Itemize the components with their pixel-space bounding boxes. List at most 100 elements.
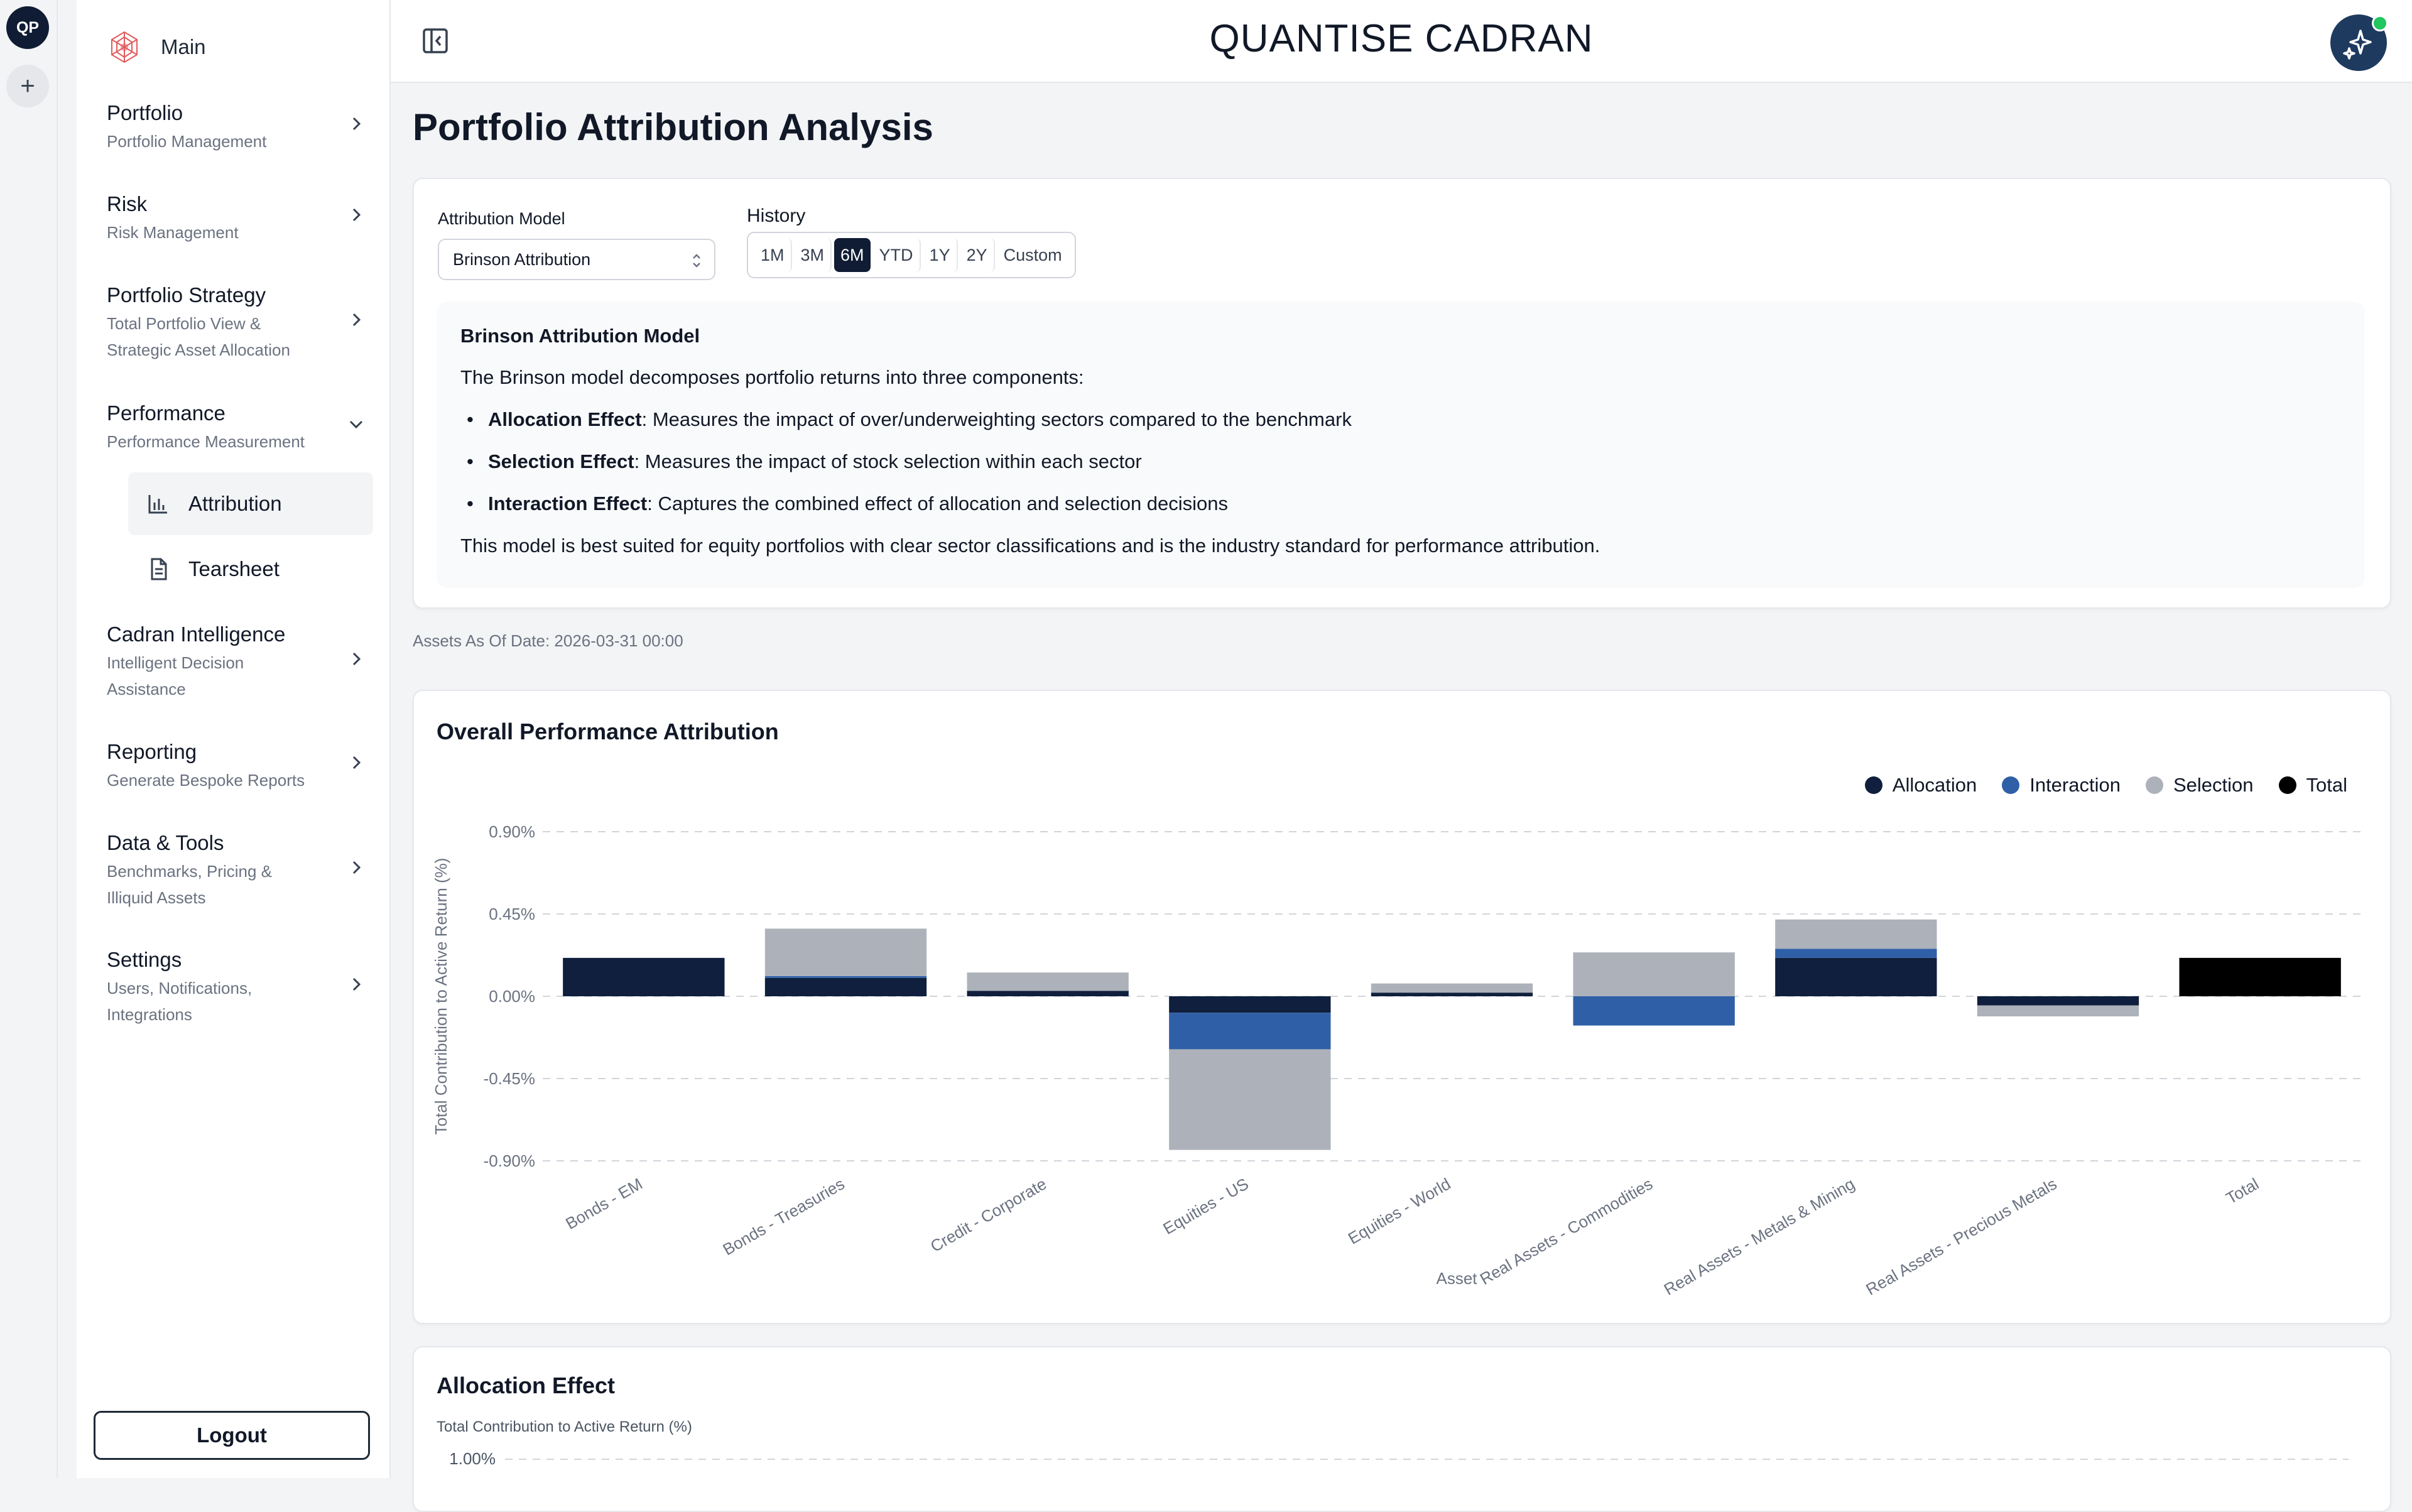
- x-tick-label: Equities - World: [1345, 1174, 1454, 1248]
- sidebar-item-portfolio-strategy[interactable]: Portfolio Strategy Total Portfolio View …: [107, 281, 366, 363]
- top-bar: QUANTISE CADRAN: [391, 0, 2412, 83]
- model-description-outro: This model is best suited for equity por…: [460, 535, 1600, 557]
- bar-segment-selection: [967, 972, 1129, 991]
- overall-attribution-card: Overall Performance Attribution Allocati…: [413, 690, 2391, 1324]
- attribution-model-label: Attribution Model: [438, 209, 565, 228]
- y-axis-label: Total Contribution to Active Return (%): [432, 858, 450, 1135]
- sidebar-item-title: Performance: [107, 401, 225, 425]
- sidebar-item-subtitle: Total Portfolio View & Strategic Asset Al…: [107, 314, 290, 359]
- legend-label: Interaction: [2029, 774, 2121, 796]
- sidebar-item-subtitle: Portfolio Management: [107, 132, 267, 151]
- sidebar-item-title: Cadran Intelligence: [107, 623, 286, 646]
- sidebar-sub-item-attribution[interactable]: Attribution: [128, 472, 373, 535]
- select-caret-icon: [693, 254, 700, 268]
- legend-label: Allocation: [1892, 774, 1977, 796]
- y-axis-label: Total Contribution to Active Return (%): [437, 1418, 692, 1435]
- workspace-avatar[interactable]: QP: [6, 6, 49, 49]
- sidebar-item-portfolio[interactable]: Portfolio Portfolio Management: [107, 99, 366, 155]
- add-workspace-button[interactable]: +: [6, 65, 49, 107]
- allocation-effect-card: Allocation Effect Total Contribution to …: [413, 1346, 2391, 1512]
- bar-segment-allocation: [1977, 996, 2139, 1006]
- bar-segment-allocation: [1775, 957, 1937, 996]
- sidebar-sub-item-tearsheet[interactable]: Tearsheet: [128, 538, 373, 601]
- online-status-dot: [2372, 15, 2388, 31]
- model-description-title: Brinson Attribution Model: [460, 325, 700, 347]
- logout-button[interactable]: Logout: [94, 1411, 370, 1460]
- x-tick-label: Bonds - Treasuries: [720, 1174, 848, 1259]
- bar-segment-total: [2179, 957, 2341, 996]
- model-description-bullet: Selection Effect: Measures the impact of…: [467, 450, 1142, 473]
- y-tick-label: 0.00%: [489, 987, 535, 1006]
- chevron-right-icon: [352, 861, 361, 874]
- sidebar: Main Portfolio Portfolio Management Risk…: [77, 0, 391, 1478]
- sidebar-item-subtitle: Risk Management: [107, 223, 239, 242]
- history-option-2y[interactable]: 2Y: [960, 238, 995, 272]
- legend-swatch: [2278, 776, 2296, 794]
- history-option-1y[interactable]: 1Y: [923, 238, 958, 272]
- x-tick-label: Credit - Corporate: [927, 1174, 1050, 1256]
- sidebar-toggle-icon[interactable]: [421, 26, 450, 55]
- history-label: History: [747, 205, 806, 226]
- sidebar-item-performance[interactable]: Performance Performance Measurement: [107, 400, 366, 455]
- sidebar-item-cadran-intelligence[interactable]: Cadran Intelligence Intelligent Decision…: [107, 621, 366, 702]
- x-tick-label: Real Assets - Commodities: [1477, 1174, 1656, 1288]
- legend-swatch: [1864, 776, 1882, 794]
- sidebar-item-title: Reporting: [107, 740, 197, 763]
- sparkle-icon: [2343, 30, 2372, 60]
- sidebar-item-title: Risk: [107, 192, 148, 215]
- workspace-rail: QP +: [0, 0, 58, 1478]
- as-of-date: Assets As Of Date: 2026-03-31 00:00: [413, 631, 683, 650]
- y-tick-label: 0.90%: [489, 822, 535, 841]
- bar-segment-interaction: [1169, 1013, 1331, 1050]
- history-option-6m[interactable]: 6M: [834, 238, 871, 272]
- bar-segment-allocation: [764, 977, 927, 996]
- legend-swatch: [2145, 776, 2163, 794]
- history-option-ytd[interactable]: YTD: [873, 238, 921, 272]
- model-description-intro: The Brinson model decomposes portfolio r…: [460, 366, 1084, 388]
- y-tick-label: -0.90%: [484, 1151, 535, 1170]
- sidebar-item-title: Portfolio Strategy: [107, 283, 266, 307]
- sidebar-main-link[interactable]: Main: [107, 25, 206, 69]
- main-logo-icon: [111, 31, 138, 63]
- bar-segment-interaction: [1573, 996, 1735, 1026]
- chevron-right-icon: [352, 313, 361, 327]
- legend-item-selection[interactable]: Selection: [2145, 774, 2254, 797]
- chevron-right-icon: [352, 117, 361, 131]
- legend-item-allocation[interactable]: Allocation: [1864, 774, 1977, 797]
- bar-segment-selection: [1775, 919, 1937, 949]
- y-tick-label: -0.45%: [484, 1069, 535, 1088]
- x-tick-label: Equities - US: [1160, 1174, 1251, 1238]
- sidebar-item-subtitle: Users, Notifications, Integrations: [107, 979, 253, 1024]
- sidebar-item-title: Portfolio: [107, 101, 183, 124]
- sidebar-item-data-tools[interactable]: Data & Tools Benchmarks, Pricing & Illiqu…: [107, 829, 366, 911]
- history-option-3m[interactable]: 3M: [795, 238, 832, 272]
- legend-item-total[interactable]: Total: [2278, 774, 2347, 797]
- bar-chart-icon: [148, 495, 167, 514]
- bar-segment-allocation: [967, 991, 1129, 996]
- brand-title: QUANTISE CADRAN: [1209, 17, 1594, 60]
- sidebar-item-title: Settings: [107, 948, 182, 971]
- sidebar-sub-item-label: Tearsheet: [188, 557, 280, 580]
- chart-title: Overall Performance Attribution: [437, 719, 779, 744]
- legend-label: Selection: [2173, 774, 2254, 796]
- history-option-custom[interactable]: Custom: [1003, 245, 1062, 264]
- bar-segment-allocation: [563, 957, 725, 996]
- chevron-right-icon: [352, 756, 361, 770]
- chart-legend: Allocation Interaction Selection Total: [1864, 774, 2347, 797]
- chart-title: Allocation Effect: [437, 1373, 616, 1398]
- sidebar-item-risk[interactable]: Risk Risk Management: [107, 190, 366, 246]
- overall-attribution-chart: 0.90% 0.45% 0.00% -0.45% -0.90% Total Contrib…: [432, 822, 2361, 1299]
- sidebar-item-subtitle: Intelligent Decision Assistance: [107, 653, 244, 699]
- controls-card: Attribution Model Brinson Attribution Hi…: [413, 178, 2391, 609]
- bar-segment-interaction: [764, 976, 927, 978]
- bar-segment-selection: [1169, 1049, 1331, 1150]
- legend-item-interaction[interactable]: Interaction: [2002, 774, 2121, 797]
- chevron-right-icon: [352, 977, 361, 991]
- sidebar-item-subtitle: Performance Measurement: [107, 432, 305, 451]
- history-option-1m[interactable]: 1M: [754, 238, 792, 272]
- model-description-panel: Brinson Attribution Model The Brinson mo…: [438, 302, 2364, 586]
- y-tick-label: 0.45%: [489, 905, 535, 923]
- attribution-model-select[interactable]: Brinson Attribution: [438, 239, 715, 280]
- sidebar-item-reporting[interactable]: Reporting Generate Bespoke Reports: [107, 738, 366, 793]
- sidebar-item-settings[interactable]: Settings Users, Notifications, Integratio…: [107, 946, 366, 1028]
